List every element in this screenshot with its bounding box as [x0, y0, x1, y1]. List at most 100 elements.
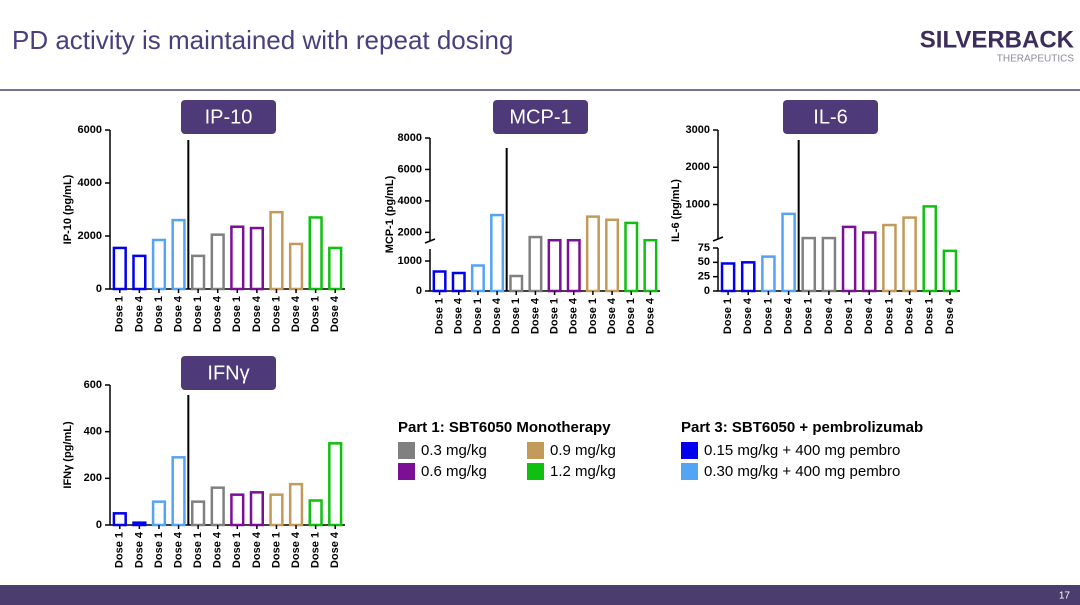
bar	[288, 482, 304, 527]
bar	[191, 254, 206, 291]
y-tick-label: 6000	[398, 163, 422, 175]
legend-swatch	[527, 463, 544, 480]
y-tick-label: 6000	[78, 124, 102, 136]
x-tick-label: Dose 4	[172, 295, 184, 332]
x-tick-label: Dose 1	[270, 532, 282, 568]
y-axis-label: IFNγ (pg/mL)	[62, 421, 74, 489]
x-tick-label: Dose 4	[212, 295, 224, 332]
bar	[249, 226, 264, 291]
bar	[230, 493, 245, 527]
x-tick-label: Dose 1	[310, 532, 322, 568]
bar	[308, 216, 323, 291]
x-tick-label: Dose 4	[290, 531, 302, 568]
x-tick-label: Dose 4	[782, 297, 794, 334]
x-tick-label: Dose 4	[944, 297, 956, 334]
logo: SILVERBACK	[920, 26, 1075, 53]
bar	[132, 254, 147, 291]
y-tick-label: 4000	[78, 177, 102, 189]
x-tick-label: Dose 1	[153, 296, 165, 332]
y-tick-label: 0	[704, 285, 710, 297]
x-tick-label: Dose 1	[722, 298, 734, 334]
x-tick-label: Dose 4	[251, 531, 263, 568]
x-tick-label: Dose 4	[823, 297, 835, 334]
panel-title-box	[181, 100, 276, 134]
panel-title-box	[181, 356, 276, 390]
legend-label: 1.2 mg/kg	[550, 463, 616, 480]
bar	[922, 205, 938, 293]
bar	[509, 274, 524, 293]
bar	[740, 261, 756, 293]
panel-title: MCP-1	[509, 106, 571, 128]
legend-swatch	[527, 442, 544, 459]
bar	[112, 246, 127, 291]
y-tick-label: 2000	[78, 230, 102, 242]
panel-title: IL-6	[813, 106, 847, 128]
y-axis-label: MCP-1 (pg/mL)	[384, 175, 396, 253]
x-tick-label: Dose 4	[212, 531, 224, 568]
x-tick-label: Dose 4	[568, 297, 580, 334]
bar	[781, 212, 796, 293]
bar	[861, 231, 877, 293]
x-tick-label: Dose 1	[883, 298, 895, 334]
y-tick-label: 8000	[398, 132, 422, 144]
x-tick-label: Dose 4	[863, 297, 875, 334]
legend-label: 0.3 mg/kg	[421, 442, 487, 459]
x-tick-label: Dose 1	[625, 298, 637, 334]
y-tick-label: 4000	[398, 195, 422, 207]
y-tick-label: 1000	[398, 255, 422, 267]
legend-title: Part 1: SBT6050 Monotherapy	[398, 419, 611, 436]
y-tick-label: 600	[84, 379, 102, 391]
x-tick-label: Dose 1	[114, 296, 126, 332]
bar	[882, 223, 897, 293]
x-tick-label: Dose 1	[843, 298, 855, 334]
y-tick-label: 50	[698, 256, 710, 268]
panel-title-box	[783, 100, 878, 134]
bar	[269, 493, 284, 527]
legend-swatch	[681, 442, 698, 459]
x-tick-label: Dose 1	[270, 296, 282, 332]
bar	[210, 486, 225, 527]
y-tick-label: 3000	[686, 124, 710, 136]
x-tick-label: Dose 4	[606, 297, 618, 334]
x-tick-label: Dose 1	[924, 298, 936, 334]
bar	[191, 500, 206, 527]
x-tick-label: Dose 4	[491, 297, 503, 334]
x-tick-label: Dose 1	[310, 296, 322, 332]
panel-title-box	[493, 100, 588, 134]
x-tick-label: Dose 4	[453, 297, 465, 334]
x-tick-label: Dose 4	[172, 531, 184, 568]
y-tick-label: 0	[416, 285, 422, 297]
bar	[821, 236, 837, 293]
bar	[432, 270, 447, 293]
bar	[942, 249, 958, 293]
logo-sub: THERAPEUTICS	[997, 54, 1075, 65]
panel-title: IFNγ	[207, 362, 249, 384]
legend-swatch	[681, 463, 698, 480]
bar	[308, 499, 323, 527]
y-tick-label: 0	[96, 519, 102, 531]
bar	[841, 225, 857, 293]
bar	[490, 213, 505, 293]
bar	[249, 491, 264, 527]
x-tick-label: Dose 1	[587, 298, 599, 334]
x-tick-label: Dose 1	[231, 296, 243, 332]
axis-break	[712, 236, 724, 242]
bar	[288, 242, 304, 291]
page-number: 17	[1059, 591, 1071, 602]
slide-title: PD activity is maintained with repeat do…	[12, 25, 513, 55]
bar	[151, 238, 167, 291]
x-tick-label: Dose 4	[133, 531, 145, 568]
bar	[761, 255, 776, 293]
x-tick-label: Dose 1	[114, 532, 126, 568]
bar	[801, 236, 817, 293]
x-tick-label: Dose 4	[644, 297, 656, 334]
bar	[328, 442, 343, 527]
x-tick-label: Dose 1	[192, 532, 204, 568]
x-tick-label: Dose 4	[903, 297, 915, 334]
y-tick-label: 2000	[686, 161, 710, 173]
legend-title: Part 3: SBT6050 + pembrolizumab	[681, 419, 923, 436]
panel-title: IP-10	[205, 106, 253, 128]
bar	[171, 456, 186, 527]
y-axis-label: IL-6 (pg/mL)	[670, 179, 682, 242]
x-tick-label: Dose 4	[529, 297, 541, 334]
